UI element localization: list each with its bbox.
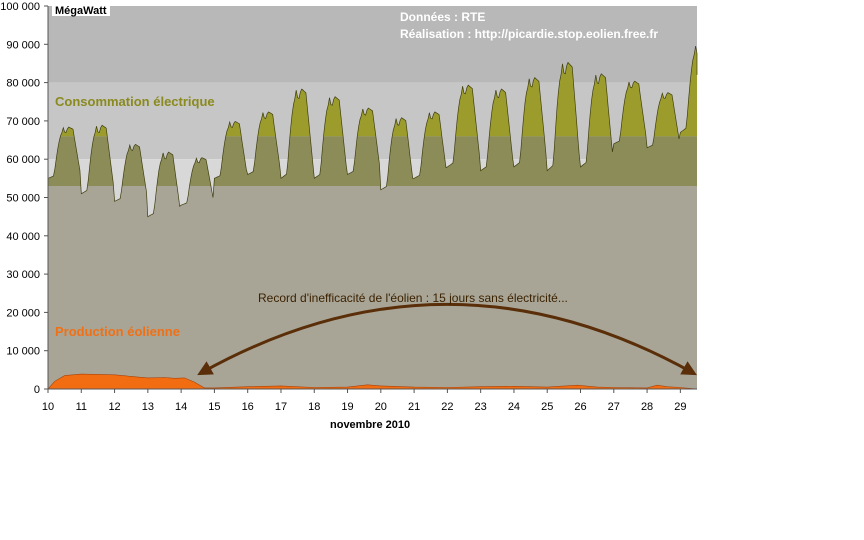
series-label-consumption: Consommation électrique xyxy=(55,94,215,109)
y-axis-ticks: 0 10 000 20 000 30 000 40 000 50 000 60 000 70 … xyxy=(0,1,48,396)
y-tick-label: 50 000 xyxy=(6,193,40,205)
y-tick-label: 70 000 xyxy=(6,116,40,128)
y-tick-label: 90 000 xyxy=(6,39,40,51)
x-tick-label: 14 xyxy=(175,401,187,413)
x-tick-label: 21 xyxy=(408,401,420,413)
y-tick-label: 40 000 xyxy=(6,231,40,243)
x-tick-label: 17 xyxy=(275,401,287,413)
x-tick-label: 13 xyxy=(142,401,154,413)
credit-author: Réalisation : http://picardie.stop.eolie… xyxy=(400,27,658,41)
x-tick-label: 25 xyxy=(541,401,553,413)
x-tick-label: 11 xyxy=(76,401,87,413)
x-tick-label: 15 xyxy=(208,401,220,413)
x-tick-label: 28 xyxy=(641,401,653,413)
x-tick-label: 23 xyxy=(475,401,487,413)
y-tick-label: 100 000 xyxy=(0,1,40,13)
y-tick-label: 30 000 xyxy=(6,269,40,281)
y-tick-label: 80 000 xyxy=(6,78,40,90)
x-tick-label: 10 xyxy=(42,401,54,413)
unit-label-box xyxy=(52,4,110,16)
y-tick-label: 0 xyxy=(34,384,40,396)
x-axis-title: novembre 2010 xyxy=(330,419,410,431)
annotation-arrow xyxy=(197,302,697,376)
y-tick-label: 20 000 xyxy=(6,307,40,319)
credit-data-source: Données : RTE xyxy=(400,10,485,24)
y-unit-label: MégaWatt xyxy=(55,5,107,17)
x-tick-label: 16 xyxy=(242,401,254,413)
x-tick-label: 26 xyxy=(574,401,586,413)
x-tick-label: 20 xyxy=(375,401,387,413)
x-tick-label: 18 xyxy=(308,401,320,413)
annotation-text: Record d'inefficacité de l'éolien : 15 j… xyxy=(258,291,568,305)
x-tick-label: 27 xyxy=(608,401,620,413)
y-tick-label: 60 000 xyxy=(6,154,40,166)
x-tick-label: 29 xyxy=(674,401,686,413)
x-tick-label: 24 xyxy=(508,401,520,413)
background-band-0 xyxy=(48,6,697,83)
series-label-wind: Production éolienne xyxy=(55,324,180,339)
consumption-band-0 xyxy=(48,186,697,389)
consumption-line xyxy=(47,46,698,218)
x-axis-ticks: 10 11 12 13 14 15 16 17 18 19 20 21 22 23 24 25 26 27 28 29 xyxy=(42,389,686,413)
x-tick-label: 22 xyxy=(441,401,453,413)
x-tick-label: 12 xyxy=(108,401,120,413)
x-tick-label: 19 xyxy=(341,401,353,413)
y-tick-label: 10 000 xyxy=(6,346,40,358)
wind-production-area xyxy=(47,373,698,390)
